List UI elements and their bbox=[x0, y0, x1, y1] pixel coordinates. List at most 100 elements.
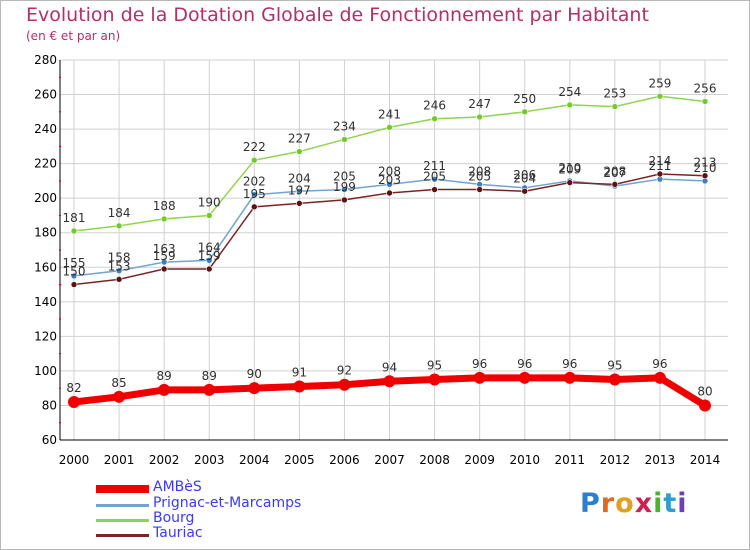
y-tick-label: 240 bbox=[34, 122, 57, 136]
data-point bbox=[160, 265, 168, 273]
data-point bbox=[521, 108, 529, 116]
proxiti-logo: Proxiti bbox=[580, 488, 688, 519]
data-label: 82 bbox=[66, 381, 81, 395]
data-label: 259 bbox=[648, 76, 671, 90]
data-point bbox=[250, 156, 258, 164]
data-label: 254 bbox=[558, 85, 581, 99]
data-label: 159 bbox=[153, 249, 176, 263]
data-label: 190 bbox=[198, 195, 221, 209]
data-point bbox=[386, 189, 393, 197]
logo-letter: r bbox=[600, 488, 616, 519]
data-label: 208 bbox=[603, 164, 626, 178]
data-point bbox=[160, 258, 168, 266]
data-point bbox=[473, 371, 486, 384]
y-tick-label: 200 bbox=[34, 191, 57, 205]
data-point bbox=[611, 103, 619, 110]
data-label: 227 bbox=[288, 132, 311, 146]
data-point bbox=[115, 276, 123, 283]
logo-letter: o bbox=[615, 488, 635, 519]
logo-letter: P bbox=[580, 488, 601, 519]
y-tick-label: 120 bbox=[34, 329, 57, 343]
data-point bbox=[115, 222, 123, 230]
data-point bbox=[205, 265, 213, 273]
legend-swatch bbox=[96, 533, 149, 537]
data-label: 95 bbox=[427, 359, 442, 373]
data-label: 204 bbox=[288, 171, 311, 185]
x-tick-label: 2009 bbox=[464, 453, 495, 467]
data-label: 96 bbox=[562, 357, 577, 371]
x-tick-label: 2006 bbox=[329, 453, 360, 467]
data-label: 181 bbox=[63, 211, 86, 225]
data-point bbox=[70, 227, 78, 235]
legend-swatch bbox=[96, 518, 149, 522]
data-label: 208 bbox=[378, 164, 401, 178]
data-label: 203 bbox=[378, 173, 401, 187]
data-label: 246 bbox=[423, 99, 446, 113]
legend-swatch bbox=[96, 485, 149, 493]
data-label: 96 bbox=[472, 357, 487, 371]
data-point bbox=[250, 191, 258, 199]
data-point bbox=[68, 396, 80, 408]
data-label: 211 bbox=[648, 159, 671, 173]
data-point bbox=[701, 98, 709, 105]
x-tick-label: 2011 bbox=[555, 453, 586, 467]
data-point bbox=[341, 196, 348, 204]
data-point bbox=[476, 186, 483, 193]
data-label: 150 bbox=[63, 265, 86, 279]
data-label: 209 bbox=[558, 163, 581, 177]
data-point bbox=[113, 390, 126, 403]
data-label: 155 bbox=[63, 256, 86, 270]
data-label: 89 bbox=[157, 369, 172, 383]
data-label: 80 bbox=[697, 384, 712, 398]
data-point bbox=[431, 115, 438, 123]
x-tick-label: 2012 bbox=[600, 453, 631, 467]
data-label: 213 bbox=[694, 156, 717, 170]
data-label: 205 bbox=[468, 170, 491, 184]
x-tick-label: 2007 bbox=[374, 453, 405, 467]
data-point bbox=[656, 170, 664, 178]
data-point bbox=[70, 281, 78, 288]
data-point bbox=[653, 371, 666, 384]
y-tick-label: 100 bbox=[34, 364, 57, 378]
x-tick-label: 2010 bbox=[509, 453, 540, 467]
data-point bbox=[296, 148, 303, 155]
x-tick-label: 2000 bbox=[59, 453, 90, 467]
data-label: 206 bbox=[513, 168, 536, 182]
data-label: 210 bbox=[694, 161, 717, 175]
data-point bbox=[476, 113, 483, 121]
y-tick-label: 160 bbox=[34, 260, 57, 274]
data-point bbox=[293, 380, 306, 393]
y-tick-label: 140 bbox=[34, 295, 57, 309]
data-label: 89 bbox=[202, 369, 217, 383]
data-label: 253 bbox=[603, 87, 626, 101]
x-tick-label: 2001 bbox=[104, 453, 135, 467]
data-point bbox=[70, 272, 78, 280]
data-label: 90 bbox=[247, 367, 262, 381]
data-label: 210 bbox=[558, 161, 581, 175]
data-point bbox=[296, 200, 303, 207]
data-point bbox=[701, 172, 709, 180]
data-point bbox=[566, 179, 574, 186]
data-label: 207 bbox=[603, 166, 626, 180]
data-label: 195 bbox=[243, 187, 266, 201]
data-point bbox=[521, 187, 529, 195]
data-label: 95 bbox=[607, 359, 622, 373]
data-point bbox=[250, 203, 258, 211]
data-point bbox=[386, 181, 393, 188]
legend-swatch bbox=[96, 503, 149, 507]
data-label: 96 bbox=[517, 357, 532, 371]
data-label: 241 bbox=[378, 107, 401, 121]
data-point bbox=[431, 175, 438, 183]
data-label: 250 bbox=[513, 92, 536, 106]
data-point bbox=[383, 375, 396, 388]
x-tick-label: 2014 bbox=[690, 453, 721, 467]
data-label: 222 bbox=[243, 140, 266, 154]
y-tick-label: 180 bbox=[34, 226, 57, 240]
data-label: 85 bbox=[111, 376, 126, 390]
data-label: 247 bbox=[468, 97, 491, 111]
data-label: 197 bbox=[288, 183, 311, 197]
data-label: 188 bbox=[153, 199, 176, 213]
y-tick-label: 220 bbox=[34, 157, 57, 171]
x-tick-label: 2002 bbox=[149, 453, 180, 467]
